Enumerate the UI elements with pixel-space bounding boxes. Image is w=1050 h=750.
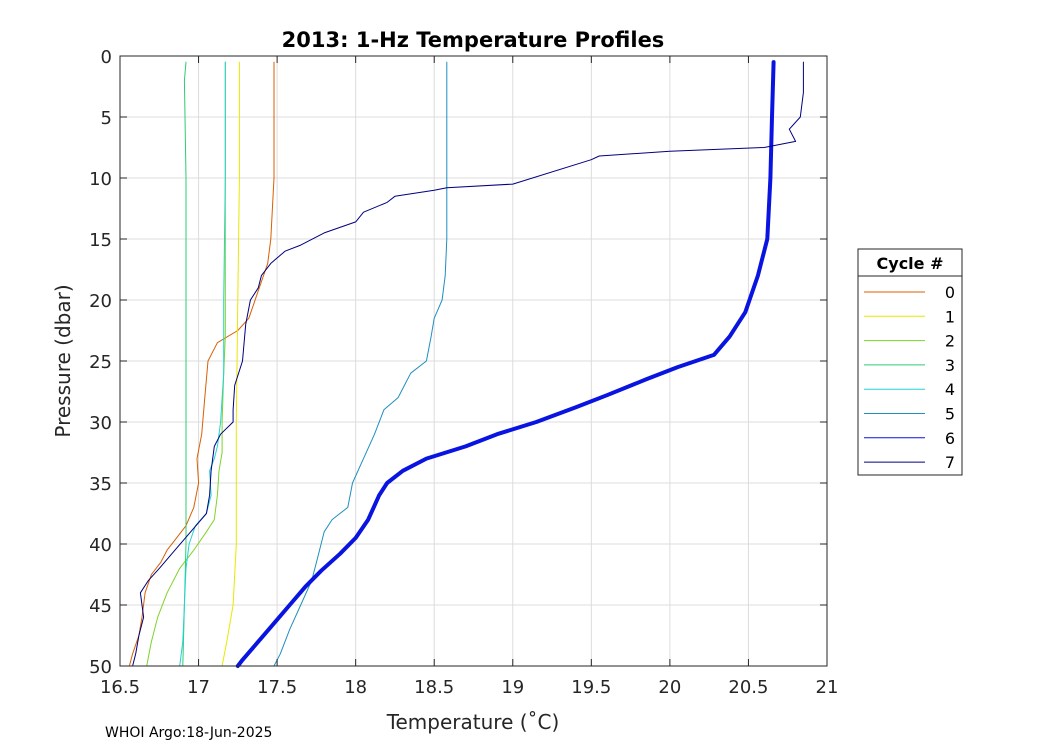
footer-credit: WHOI Argo:18-Jun-2025 xyxy=(105,725,273,741)
series-line-cycle-7 xyxy=(132,61,804,667)
x-tick-labels: 16.5 17 17.5 18 18.5 19 19.5 20 20.5 21 xyxy=(100,677,838,698)
legend-label-cycle-0: 0 xyxy=(945,283,955,302)
x-tick-label: 16.5 xyxy=(100,677,140,698)
y-tick-label: 50 xyxy=(89,657,112,678)
series-line-cycle-0 xyxy=(128,61,275,667)
x-tick-label: 17 xyxy=(187,677,210,698)
y-tick-label: 20 xyxy=(89,291,112,312)
y-tick-label: 45 xyxy=(89,596,112,617)
y-tick-label: 40 xyxy=(89,535,112,556)
tick-marks xyxy=(119,55,828,667)
legend-label-cycle-6: 6 xyxy=(945,429,955,448)
y-tick-label: 35 xyxy=(89,474,112,495)
y-tick-label: 5 xyxy=(101,108,112,129)
x-tick-label: 20.5 xyxy=(728,677,768,698)
y-axis-label: Pressure (dbar) xyxy=(51,284,75,437)
series-group xyxy=(128,60,804,668)
y-tick-labels: 0 5 10 15 20 25 30 35 40 45 50 xyxy=(89,47,112,678)
legend: Cycle # 0 1 2 3 4 5 6 7 xyxy=(857,248,963,476)
legend-label-cycle-5: 5 xyxy=(945,405,955,424)
y-tick-label: 0 xyxy=(101,47,112,68)
legend-items: 0 1 2 3 4 5 6 7 xyxy=(864,283,955,472)
x-tick-label: 18 xyxy=(344,677,367,698)
x-tick-label: 19.5 xyxy=(571,677,611,698)
y-tick-label: 15 xyxy=(89,230,112,251)
y-tick-label: 30 xyxy=(89,413,112,434)
y-tick-label: 25 xyxy=(89,352,112,373)
x-tick-label: 21 xyxy=(816,677,839,698)
x-axis-label: Temperature (˚C) xyxy=(386,710,560,734)
x-tick-label: 17.5 xyxy=(257,677,297,698)
series-line-cycle-2 xyxy=(146,61,226,667)
legend-label-cycle-1: 1 xyxy=(945,307,955,326)
y-tick-label: 10 xyxy=(89,169,112,190)
x-tick-label: 19 xyxy=(501,677,524,698)
legend-title: Cycle # xyxy=(877,254,944,273)
series-line-cycle-6 xyxy=(235,60,776,668)
legend-label-cycle-3: 3 xyxy=(945,356,955,375)
x-tick-label: 18.5 xyxy=(414,677,454,698)
series-line-cycle-1 xyxy=(221,61,240,667)
chart-title: 2013: 1-Hz Temperature Profiles xyxy=(282,28,665,52)
x-tick-label: 20 xyxy=(658,677,681,698)
grid xyxy=(120,56,827,666)
legend-label-cycle-7: 7 xyxy=(945,453,955,472)
legend-label-cycle-2: 2 xyxy=(945,332,955,351)
legend-label-cycle-4: 4 xyxy=(945,380,955,399)
